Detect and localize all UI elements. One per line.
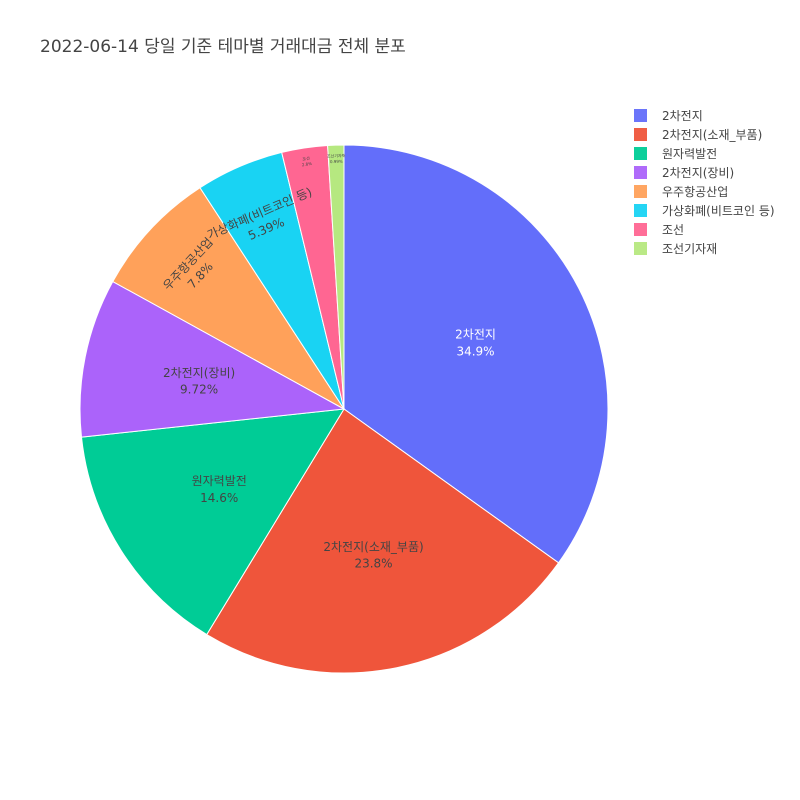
slice-label-7: 조선2.8% <box>302 154 313 167</box>
legend-label: 2차전지(소재_부품) <box>662 128 763 142</box>
legend-swatch <box>634 185 647 198</box>
legend-label: 조선 <box>662 223 685 237</box>
slice-label-percent: 14.6% <box>200 491 238 505</box>
legend-label: 2차전지 <box>662 109 703 123</box>
legend-item-2[interactable]: 2차전지(소재_부품) <box>634 125 775 144</box>
pie-slice-2[interactable] <box>206 408 560 674</box>
slice-label-name: 2차전지 <box>455 327 496 341</box>
legend-item-7[interactable]: 조선 <box>634 220 775 239</box>
pie-slice-8[interactable] <box>327 144 345 410</box>
legend-label: 원자력발전 <box>662 147 718 161</box>
slice-label-name: 2차전지(소재_부품) <box>323 540 423 554</box>
legend-label: 2차전지(장비) <box>662 166 735 180</box>
legend-item-5[interactable]: 우주항공산업 <box>634 182 775 201</box>
slice-label-1: 2차전지 34.9% <box>455 327 496 358</box>
legend-swatch <box>634 109 647 122</box>
legend-label: 우주항공산업 <box>662 185 729 199</box>
legend-item-3[interactable]: 원자력발전 <box>634 144 775 163</box>
legend-label: 조선기자재 <box>662 242 718 256</box>
slice-label-percent: 2.8% <box>302 161 313 167</box>
legend-swatch <box>634 204 647 217</box>
slice-label-percent: 34.9% <box>456 344 494 358</box>
legend-swatch <box>634 147 647 160</box>
slice-label-percent: 9.72% <box>180 383 218 397</box>
slice-label-percent: 23.8% <box>354 557 392 571</box>
pie-slice-3[interactable] <box>80 408 345 636</box>
pie-slice-5[interactable] <box>112 187 345 410</box>
legend-swatch <box>634 128 647 141</box>
legend-item-4[interactable]: 2차전지(장비) <box>634 163 775 182</box>
chart-title: 2022-06-14 당일 기준 테마별 거래대금 전체 분포 <box>40 37 406 57</box>
slice-label-3: 원자력발전 14.6% <box>192 474 247 505</box>
legend-item-8[interactable]: 조선기자재 <box>634 239 775 258</box>
slice-label-name: 조선 <box>302 154 310 161</box>
pie-slices <box>79 144 609 674</box>
legend-swatch <box>634 166 647 179</box>
legend-item-6[interactable]: 가상화폐(비트코인 등) <box>634 201 775 220</box>
slice-label-percent: 0.99% <box>330 159 343 164</box>
legend-swatch <box>634 242 647 255</box>
legend-label: 가상화폐(비트코인 등) <box>662 204 775 218</box>
slice-label-2: 2차전지(소재_부품) 23.8% <box>323 540 423 571</box>
slice-label-name: 원자력발전 <box>192 474 247 488</box>
slice-label-name: 조선기자재 <box>327 152 346 159</box>
pie-slice-1[interactable] <box>343 144 609 564</box>
legend-item-1[interactable]: 2차전지 <box>634 106 775 125</box>
legend-swatch <box>634 223 647 236</box>
slice-label-name: 2차전지(장비) <box>163 366 235 380</box>
pie-slice-4[interactable] <box>79 280 346 438</box>
slice-label-4: 2차전지(장비) 9.72% <box>163 366 235 397</box>
